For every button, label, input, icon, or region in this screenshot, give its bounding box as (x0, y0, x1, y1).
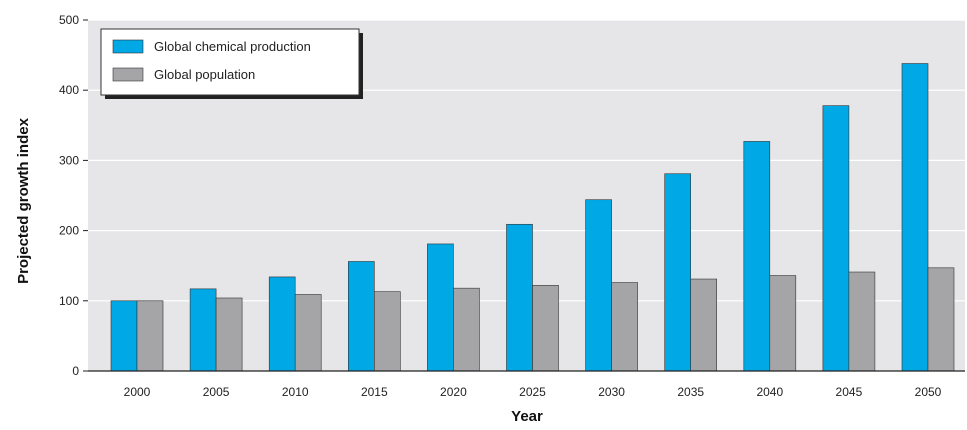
y-tick-label: 300 (59, 153, 79, 167)
bar-chemical-production (664, 173, 692, 372)
bar-chemical-production (427, 243, 454, 372)
bars (110, 63, 955, 372)
legend: Global chemical production Global popula… (100, 28, 363, 99)
x-tick-label: 2050 (915, 385, 942, 399)
bar-population (769, 275, 797, 372)
legend-label-chemical: Global chemical production (154, 39, 311, 54)
bar-population (532, 285, 559, 372)
bar-chemical-production (901, 63, 929, 372)
bar-chemical-production (743, 141, 771, 372)
legend-box (100, 28, 360, 96)
bar-chemical-production (822, 105, 850, 372)
x-tick-label: 2020 (440, 385, 467, 399)
x-axis-ticks: 2000 2005 2010 2015 2020 2025 2030 2035 2040 2045… (124, 385, 942, 399)
x-tick-label: 2045 (836, 385, 863, 399)
x-tick-label: 2025 (519, 385, 546, 399)
bar-population (215, 297, 243, 372)
y-axis-ticks: 0 100 200 300 400 500 (59, 13, 88, 378)
bar-population (294, 294, 322, 372)
bar-chemical-production (585, 199, 612, 372)
bar-population (611, 282, 638, 372)
x-tick-label: 2010 (282, 385, 309, 399)
x-tick-label: 2030 (598, 385, 625, 399)
y-tick-label: 400 (59, 83, 79, 97)
y-tick-label: 100 (59, 294, 79, 308)
bar-chemical-production (189, 288, 217, 372)
bar-population (373, 291, 401, 372)
legend-swatch-chemical (112, 39, 144, 54)
bar-chemical-production (268, 276, 296, 372)
bar-population (453, 287, 480, 372)
y-axis-label: Projected growth index (15, 117, 32, 284)
legend-swatch-population (112, 67, 144, 82)
y-tick-label: 200 (59, 224, 79, 238)
x-tick-label: 2005 (203, 385, 230, 399)
x-tick-label: 2035 (677, 385, 704, 399)
x-axis-label: Year (511, 408, 543, 425)
bar-chemical-production (347, 261, 375, 372)
x-tick-label: 2040 (756, 385, 783, 399)
x-tick-label: 2015 (361, 385, 388, 399)
bar-population (848, 271, 876, 372)
bar-population (690, 278, 718, 372)
y-tick-label: 0 (72, 364, 79, 378)
y-tick-label: 500 (59, 13, 79, 27)
legend-label-population: Global population (154, 67, 255, 82)
bar-chemical-production (506, 223, 533, 372)
x-tick-label: 2000 (124, 385, 151, 399)
bar-population (136, 300, 164, 372)
bar-chemical-production (110, 300, 138, 372)
bar-population (927, 267, 955, 372)
